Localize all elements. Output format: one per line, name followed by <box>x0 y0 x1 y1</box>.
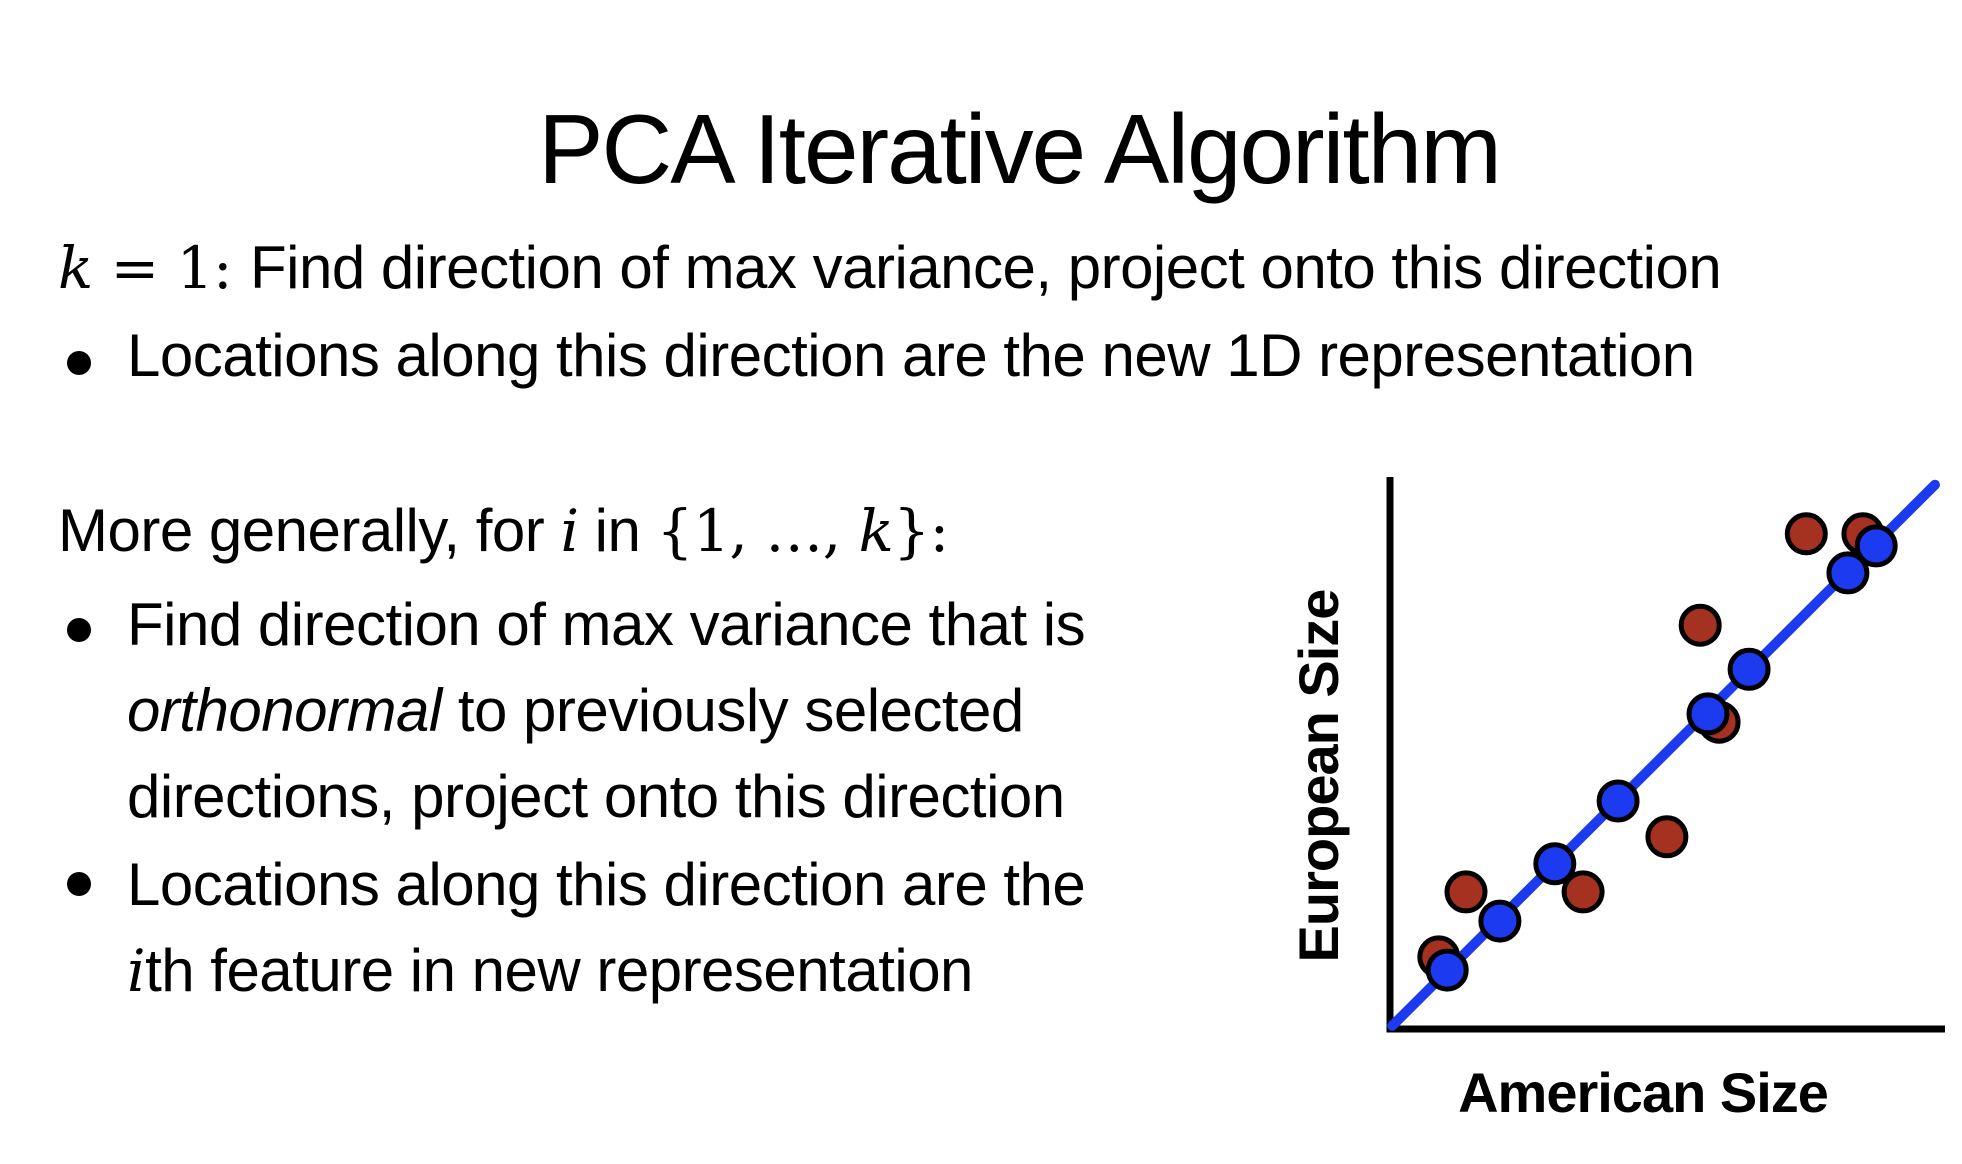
red-point <box>1784 512 1828 556</box>
red-point <box>1444 870 1488 914</box>
bullet-icon <box>67 351 91 375</box>
y-axis-label: European Size <box>1287 590 1350 963</box>
math-set-close: }: <box>893 497 949 565</box>
bullet-find-line2: orthonormal to previously selected <box>127 668 1085 754</box>
math-k: k <box>58 234 93 302</box>
blue-point <box>1686 692 1730 736</box>
math-i: i <box>560 497 579 565</box>
math-eq-1: = 1: <box>92 234 251 302</box>
bullet-icon <box>67 872 91 896</box>
k-statement-line: k = 1: Find direction of max variance, p… <box>58 225 1722 311</box>
more-generally-line: More generally, for i in {1, …, k}: <box>58 488 949 574</box>
blue-point <box>1425 948 1469 992</box>
red-point <box>1561 870 1605 914</box>
red-point <box>1678 603 1722 647</box>
blue-point <box>1727 647 1771 691</box>
bullet-locations-line2-rest: th feature in new representation <box>145 937 973 1004</box>
more-generally-lead: More generally, for <box>58 497 561 564</box>
page-title: PCA Iterative Algorithm <box>538 93 1502 204</box>
blue-point <box>1854 524 1898 568</box>
bullet-new-representation: Locations along this direction are the n… <box>127 322 1695 389</box>
red-point <box>1645 815 1689 859</box>
blue-point <box>1826 551 1870 595</box>
blue-point <box>1478 899 1522 943</box>
bullet-find-direction: Find direction of max variance that is o… <box>127 582 1086 840</box>
x-axis-label: American Size <box>1458 1061 1828 1124</box>
more-generally-mid: in <box>578 497 657 564</box>
math-i-2: i <box>127 937 146 1005</box>
scatter-plot: American Size European Size <box>1287 477 1945 1124</box>
orthonormal-emphasis: orthonormal <box>127 677 442 744</box>
bullet-locations-line1: Locations along this direction are the <box>127 851 1086 918</box>
math-k-2: k <box>858 497 894 565</box>
bullet-locations-feature: Locations along this direction are the i… <box>127 842 1086 1014</box>
math-set-open: {1, …, <box>656 497 859 565</box>
bullet-locations-line2: ith feature in new representation <box>127 928 1085 1014</box>
blue-point <box>1533 842 1577 886</box>
bullet-icon <box>67 618 91 642</box>
blue-point <box>1596 779 1640 823</box>
bullet-find-line3: directions, project onto this direction <box>127 763 1065 830</box>
bullet-find-line1: Find direction of max variance that is <box>127 591 1086 658</box>
k-statement-text: Find direction of max variance, project … <box>250 234 1722 301</box>
bullet-find-line2-rest: to previously selected <box>441 677 1025 744</box>
